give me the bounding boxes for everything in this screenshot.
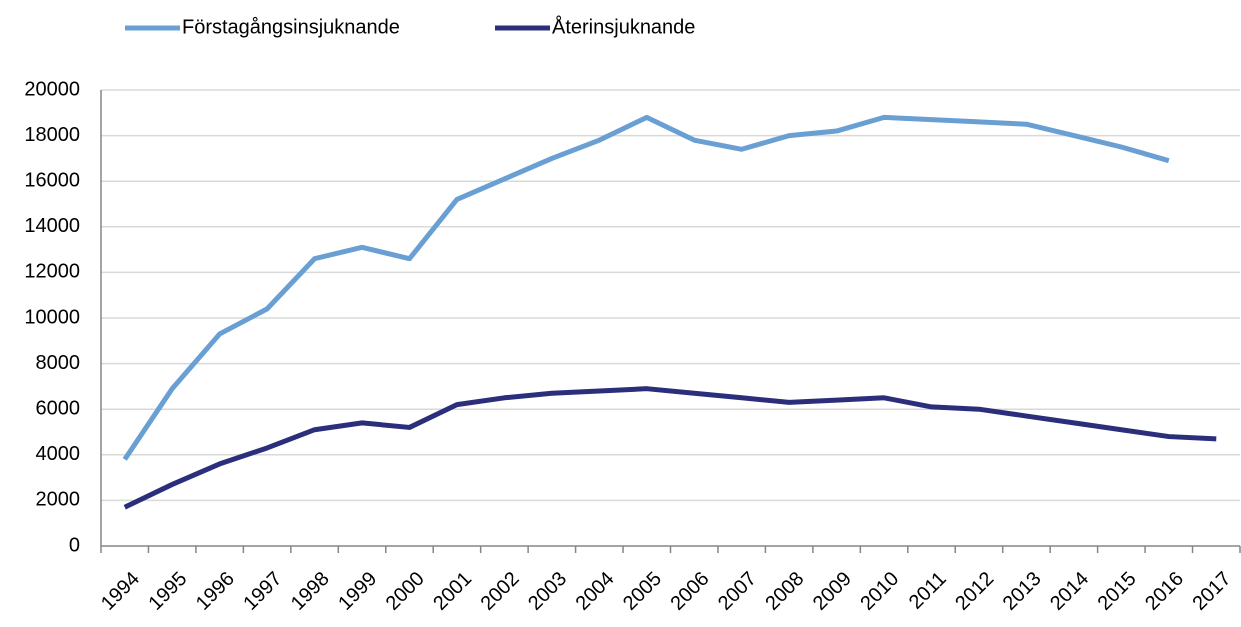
legend-label: Förstagångsinsjuknande <box>182 16 400 38</box>
y-tick-label: 4000 <box>36 443 81 465</box>
x-tick-label: 2015 <box>1094 568 1141 615</box>
x-tick-label: 2003 <box>524 568 571 615</box>
y-tick-label: 6000 <box>36 397 81 419</box>
x-tick-label: 1999 <box>334 568 381 615</box>
series-line <box>123 386 1217 510</box>
y-tick-label: 20000 <box>24 78 80 100</box>
y-tick-label: 16000 <box>24 169 80 191</box>
x-tick-label: 2006 <box>666 568 713 615</box>
x-tick-label: 1994 <box>97 568 144 615</box>
x-tick-label: 2016 <box>1141 568 1188 615</box>
y-tick-label: 2000 <box>36 489 81 511</box>
y-tick-label: 10000 <box>24 306 80 328</box>
y-tick-label: 18000 <box>24 124 80 146</box>
x-tick-label: 2009 <box>809 568 856 615</box>
y-tick-label: 0 <box>69 534 80 556</box>
x-tick-label: 2004 <box>572 568 619 615</box>
x-tick-label: 1998 <box>287 568 334 615</box>
x-tick-label: 1995 <box>144 568 191 615</box>
x-tick-label: 2002 <box>477 568 524 615</box>
y-tick-label: 14000 <box>24 215 80 237</box>
x-tick-label: 2013 <box>999 568 1046 615</box>
x-tick-label: 2017 <box>1189 568 1236 615</box>
x-tick-label: 1997 <box>239 568 286 615</box>
x-tick-label: 2014 <box>1046 568 1093 615</box>
y-tick-label: 8000 <box>36 352 81 374</box>
x-tick-label: 2005 <box>619 568 666 615</box>
x-tick-label: 2001 <box>429 568 476 615</box>
x-tick-label: 2011 <box>905 568 951 614</box>
x-tick-label: 2000 <box>382 568 429 615</box>
y-tick-label: 12000 <box>24 261 80 283</box>
x-tick-label: 1996 <box>192 568 239 615</box>
x-tick-label: 2008 <box>761 568 808 615</box>
x-tick-label: 2007 <box>714 568 761 615</box>
series-line <box>122 114 1170 461</box>
x-tick-label: 2010 <box>856 568 903 615</box>
x-tick-label: 2012 <box>951 568 998 615</box>
legend-label: Återinsjuknande <box>552 15 695 38</box>
